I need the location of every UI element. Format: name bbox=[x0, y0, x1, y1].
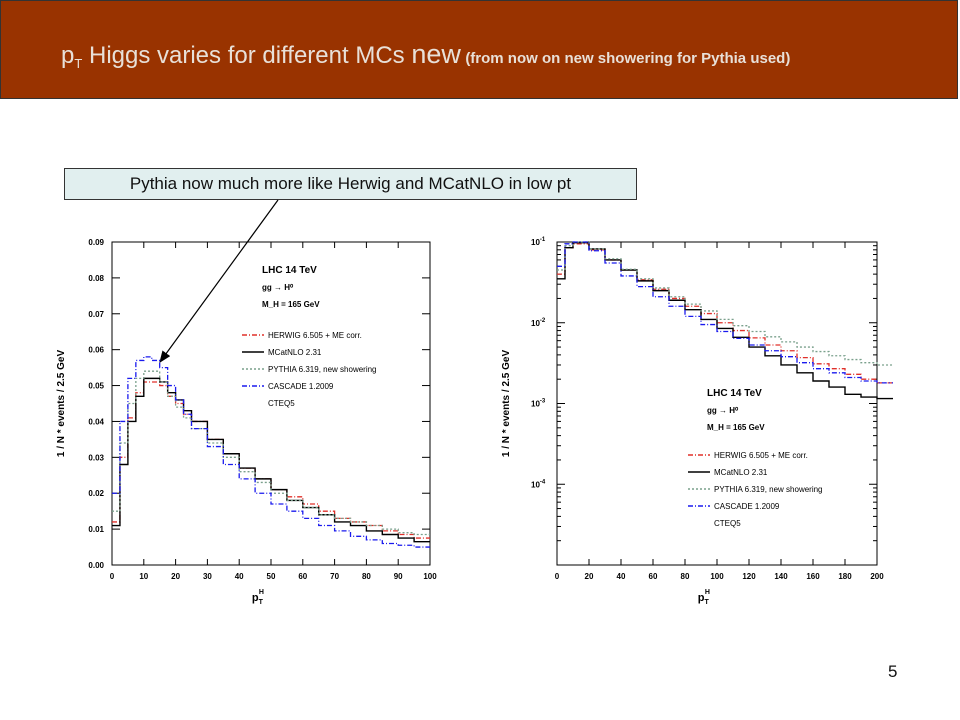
annotation-text: M_H = 165 GeV bbox=[707, 423, 765, 432]
x-tick-label: 80 bbox=[362, 572, 371, 581]
y-tick-label: 0.00 bbox=[88, 561, 104, 570]
x-axis-label-sub: T bbox=[259, 599, 264, 606]
y-tick-label: 0.06 bbox=[88, 346, 104, 355]
y-tick-exponent: -3 bbox=[540, 399, 546, 405]
log-pt-chart: 0 20 40 60 80 100 120 140 160 180 200 10-1 10-2 10-3 1… bbox=[501, 237, 893, 606]
x-tick-label: 180 bbox=[838, 572, 852, 581]
y-tick-label: 0.09 bbox=[88, 238, 104, 247]
series-line bbox=[112, 370, 430, 536]
legend-label: PYTHIA 6.319, new showering bbox=[714, 485, 823, 494]
x-axis-label: pTH bbox=[698, 589, 710, 606]
title-note: (from now on new showering for Pythia us… bbox=[465, 50, 791, 67]
y-tick-label: 0.04 bbox=[88, 417, 104, 426]
x-axis-label: pTH bbox=[252, 589, 264, 606]
legend-label: MCatNLO 2.31 bbox=[268, 348, 322, 357]
legend-extra: CTEQ5 bbox=[268, 399, 295, 408]
x-tick-label: 120 bbox=[742, 572, 756, 581]
x-tick-label: 140 bbox=[774, 572, 788, 581]
x-tick-label: 50 bbox=[267, 572, 276, 581]
title-subscript: T bbox=[74, 56, 83, 71]
slide-title-bar: pT Higgs varies for different MCs new (f… bbox=[0, 0, 958, 99]
linear-pt-chart: 0 10 20 30 40 50 60 70 80 90 100 0.00 0.01 0.02 0.03 0.… bbox=[56, 238, 437, 606]
y-tick-exponent: -1 bbox=[540, 237, 546, 243]
x-tick-label: 20 bbox=[171, 572, 180, 581]
y-axis-label: 1 / N * events / 2.5 GeV bbox=[56, 350, 67, 458]
y-tick-label: 0.08 bbox=[88, 274, 104, 283]
x-tick-label: 0 bbox=[555, 572, 560, 581]
x-tick-label: 10 bbox=[139, 572, 148, 581]
plot-frame bbox=[556, 241, 878, 566]
x-tick-label: 60 bbox=[649, 572, 658, 581]
x-tick-label: 80 bbox=[681, 572, 690, 581]
x-tick-label: 90 bbox=[394, 572, 403, 581]
annotation-text: LHC 14 TeV bbox=[262, 265, 317, 276]
x-tick-label: 30 bbox=[203, 572, 212, 581]
y-tick-exponent: -2 bbox=[540, 318, 546, 324]
y-axis-label: 1 / N * events / 2.5 GeV bbox=[501, 350, 512, 458]
x-tick-label: 160 bbox=[806, 572, 820, 581]
x-tick-label: 0 bbox=[110, 572, 115, 581]
series-line bbox=[557, 242, 893, 400]
x-tick-label: 20 bbox=[585, 572, 594, 581]
x-axis-label-sub: T bbox=[705, 599, 710, 606]
x-tick-label: 40 bbox=[235, 572, 244, 581]
annotation-text: M_H = 165 GeV bbox=[262, 300, 320, 309]
y-tick-label: 10-3 bbox=[531, 399, 546, 409]
x-tick-label: 60 bbox=[298, 572, 307, 581]
y-tick-label: 0.03 bbox=[88, 453, 104, 462]
x-tick-label: 40 bbox=[617, 572, 626, 581]
series-line bbox=[557, 241, 893, 384]
x-tick-label: 70 bbox=[330, 572, 339, 581]
annotation-text: gg → H⁰ bbox=[707, 406, 739, 415]
y-tick-exponent: -4 bbox=[540, 479, 546, 485]
legend-extra: CTEQ5 bbox=[714, 519, 741, 528]
y-tick-label: 10-1 bbox=[531, 237, 546, 247]
y-tick-label: 10-2 bbox=[531, 318, 546, 328]
title-new: new bbox=[411, 39, 461, 69]
callout-arrow bbox=[159, 199, 279, 363]
x-tick-label: 100 bbox=[423, 572, 437, 581]
legend-label: HERWIG 6.505 + ME corr. bbox=[268, 331, 362, 340]
legend-label: CASCADE 1.2009 bbox=[268, 382, 334, 391]
y-tick-label: 0.07 bbox=[88, 310, 104, 319]
y-tick-label: 0.05 bbox=[88, 382, 104, 391]
y-tick-label: 0.02 bbox=[88, 489, 104, 498]
x-tick-label: 100 bbox=[710, 572, 724, 581]
legend-label: CASCADE 1.2009 bbox=[714, 502, 780, 511]
annotation-text: gg → H⁰ bbox=[262, 283, 294, 292]
page-number: 5 bbox=[888, 662, 898, 681]
x-tick-label: 200 bbox=[870, 572, 884, 581]
x-axis-label-sup: H bbox=[705, 589, 710, 596]
series-line bbox=[557, 243, 893, 384]
callout-box: Pythia now much more like Herwig and MCa… bbox=[64, 168, 637, 200]
x-axis-label-sup: H bbox=[259, 589, 264, 596]
slide-title: pT Higgs varies for different MCs new (f… bbox=[61, 39, 790, 71]
legend-label: HERWIG 6.505 + ME corr. bbox=[714, 451, 808, 460]
legend-label: MCatNLO 2.31 bbox=[714, 468, 768, 477]
legend-label: PYTHIA 6.319, new showering bbox=[268, 365, 377, 374]
title-p: p bbox=[61, 42, 75, 69]
series-line bbox=[112, 356, 430, 548]
y-tick-label: 10-4 bbox=[531, 479, 546, 489]
annotation-text: LHC 14 TeV bbox=[707, 388, 762, 399]
y-tick-label: 0.01 bbox=[88, 525, 104, 534]
title-rest: Higgs varies for different MCs bbox=[82, 42, 412, 69]
